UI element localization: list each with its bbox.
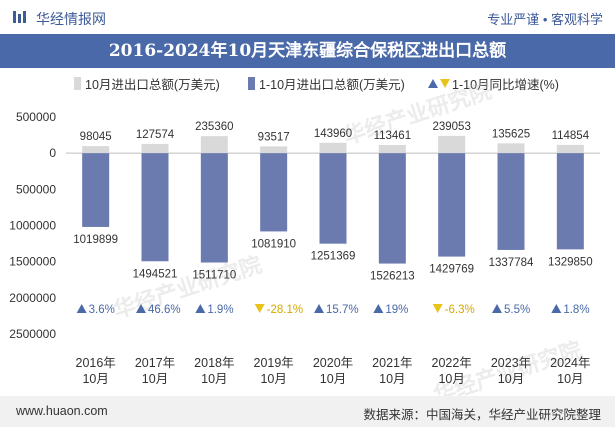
data-label-monthly: 113461 <box>374 130 412 142</box>
growth-up-triangle-icon <box>551 304 562 313</box>
y-tick-label: 500000 <box>16 110 56 124</box>
y-tick-label: 2500000 <box>9 327 56 341</box>
x-tick-label: 10月 <box>82 372 108 386</box>
x-tick-label: 2020年 <box>313 356 353 370</box>
growth-down-triangle-icon <box>254 304 265 313</box>
data-label-growth: 46.6% <box>148 304 181 316</box>
bar-monthly <box>319 142 347 154</box>
x-tick-label: 2022年 <box>432 356 472 370</box>
legend-item-growth: 1-10月同比增速(%) <box>428 74 559 93</box>
brand-name: 华经情报网 <box>36 11 106 27</box>
chart-title: 2016-2024年10月天津东疆综合保税区进出口总额 <box>0 34 615 68</box>
growth-up-triangle-icon <box>373 304 384 313</box>
bar-monthly <box>260 146 288 154</box>
y-tick-label: 0 <box>49 146 56 160</box>
data-label-growth: 15.7% <box>326 304 359 316</box>
y-tick-label: 500000 <box>16 182 56 196</box>
bar-monthly <box>141 143 169 154</box>
legend-item-cumulative: 1-10月进出口总额(万美元) <box>248 74 405 93</box>
legend: 10月进出口总额(万美元) 1-10月进出口总额(万美元) 1-10月同比增速(… <box>0 74 615 96</box>
data-label-growth: 5.5% <box>504 304 530 316</box>
chart-area: 500000 0 500000 1000000 1500000 2000000 250000… <box>9 110 600 386</box>
legend-down-triangle-icon <box>440 79 450 88</box>
legend-up-triangle-icon <box>428 79 438 88</box>
data-label-cumulative: 1337784 <box>489 257 534 269</box>
data-label-monthly: 114854 <box>552 130 590 142</box>
bar-cumulative <box>438 153 466 257</box>
bar-cumulative <box>319 153 347 244</box>
growth-up-triangle-icon <box>195 304 206 313</box>
bar-cumulative <box>556 153 584 250</box>
growth-up-triangle-icon <box>76 304 87 313</box>
x-tick-label: 10月 <box>438 372 464 386</box>
logo-icon <box>13 11 26 23</box>
x-tick-label: 10月 <box>142 372 168 386</box>
growth-up-triangle-icon <box>492 304 502 313</box>
bar-monthly <box>378 144 406 154</box>
x-tick-label: 10月 <box>260 372 286 386</box>
bar-monthly <box>200 136 228 154</box>
bar-monthly <box>497 143 525 154</box>
legend-label-growth: 1-10月同比增速(%) <box>452 78 559 92</box>
bar-cumulative <box>82 153 110 227</box>
y-tick-label: 2000000 <box>9 291 56 305</box>
x-tick-label: 2017年 <box>135 356 175 370</box>
data-label-growth: -28.1% <box>267 304 303 316</box>
x-tick-label: 2016年 <box>76 356 116 370</box>
y-tick-label: 1000000 <box>9 219 56 233</box>
data-label-cumulative: 1429769 <box>429 264 474 276</box>
legend-swatch-monthly <box>74 77 81 90</box>
x-tick-label: 10月 <box>557 372 583 386</box>
footer-source: 数据来源：中国海关，华经产业研究院整理 <box>363 408 601 422</box>
data-label-cumulative: 1511710 <box>192 270 236 282</box>
data-label-monthly: 98045 <box>80 131 112 143</box>
growth-down-triangle-icon <box>432 304 443 313</box>
data-label-cumulative: 1526213 <box>370 271 415 283</box>
data-label-growth: 1.9% <box>207 304 233 316</box>
x-tick-label: 10月 <box>379 372 405 386</box>
growth-up-triangle-icon <box>314 304 324 313</box>
x-tick-label: 2019年 <box>254 356 294 370</box>
x-tick-label: 2021年 <box>372 356 412 370</box>
bar-monthly <box>556 144 584 154</box>
legend-item-monthly: 10月进出口总额(万美元) <box>74 74 220 93</box>
data-label-monthly: 235360 <box>195 121 233 133</box>
data-label-cumulative: 1494521 <box>133 268 178 280</box>
footer: www.huaon.com 数据来源：中国海关，华经产业研究院整理 <box>0 396 615 427</box>
bar-monthly <box>82 146 110 154</box>
legend-label-cumulative: 1-10月进出口总额(万美元) <box>259 78 405 92</box>
x-tick-label: 2023年 <box>491 356 531 370</box>
footer-url: www.huaon.com <box>16 404 108 418</box>
data-label-cumulative: 1329850 <box>548 256 593 268</box>
y-tick-label: 1500000 <box>9 255 56 269</box>
data-label-monthly: 127574 <box>136 129 175 141</box>
data-label-cumulative: 1081910 <box>251 238 296 250</box>
data-label-growth: -6.3% <box>445 304 475 316</box>
bar-cumulative <box>200 153 228 263</box>
legend-label-monthly: 10月进出口总额(万美元) <box>85 78 220 92</box>
bar-cumulative <box>378 153 406 264</box>
data-label-cumulative: 1019899 <box>73 234 118 246</box>
data-label-monthly: 135625 <box>492 128 530 140</box>
data-label-monthly: 143960 <box>314 128 352 140</box>
data-label-monthly: 93517 <box>258 131 290 143</box>
x-tick-label: 10月 <box>498 372 524 386</box>
bar-cumulative <box>497 153 525 250</box>
x-tick-label: 10月 <box>201 372 227 386</box>
tagline: 专业严谨 • 客观科学 <box>487 12 603 27</box>
top-bar: 华经情报网 专业严谨 • 客观科学 <box>0 0 615 34</box>
data-label-growth: 1.8% <box>563 304 589 316</box>
bar-cumulative <box>141 153 169 262</box>
x-tick-label: 10月 <box>320 372 346 386</box>
data-label-growth: 19% <box>385 304 408 316</box>
x-tick-label: 2018年 <box>194 356 234 370</box>
bar-monthly <box>438 135 466 154</box>
data-label-monthly: 239053 <box>432 121 470 133</box>
x-tick-label: 2024年 <box>550 356 590 370</box>
bar-cumulative <box>260 153 288 232</box>
data-label-growth: 3.6% <box>89 304 115 316</box>
data-label-cumulative: 1251369 <box>311 251 356 263</box>
legend-swatch-cumulative <box>248 77 255 90</box>
growth-up-triangle-icon <box>136 304 146 313</box>
